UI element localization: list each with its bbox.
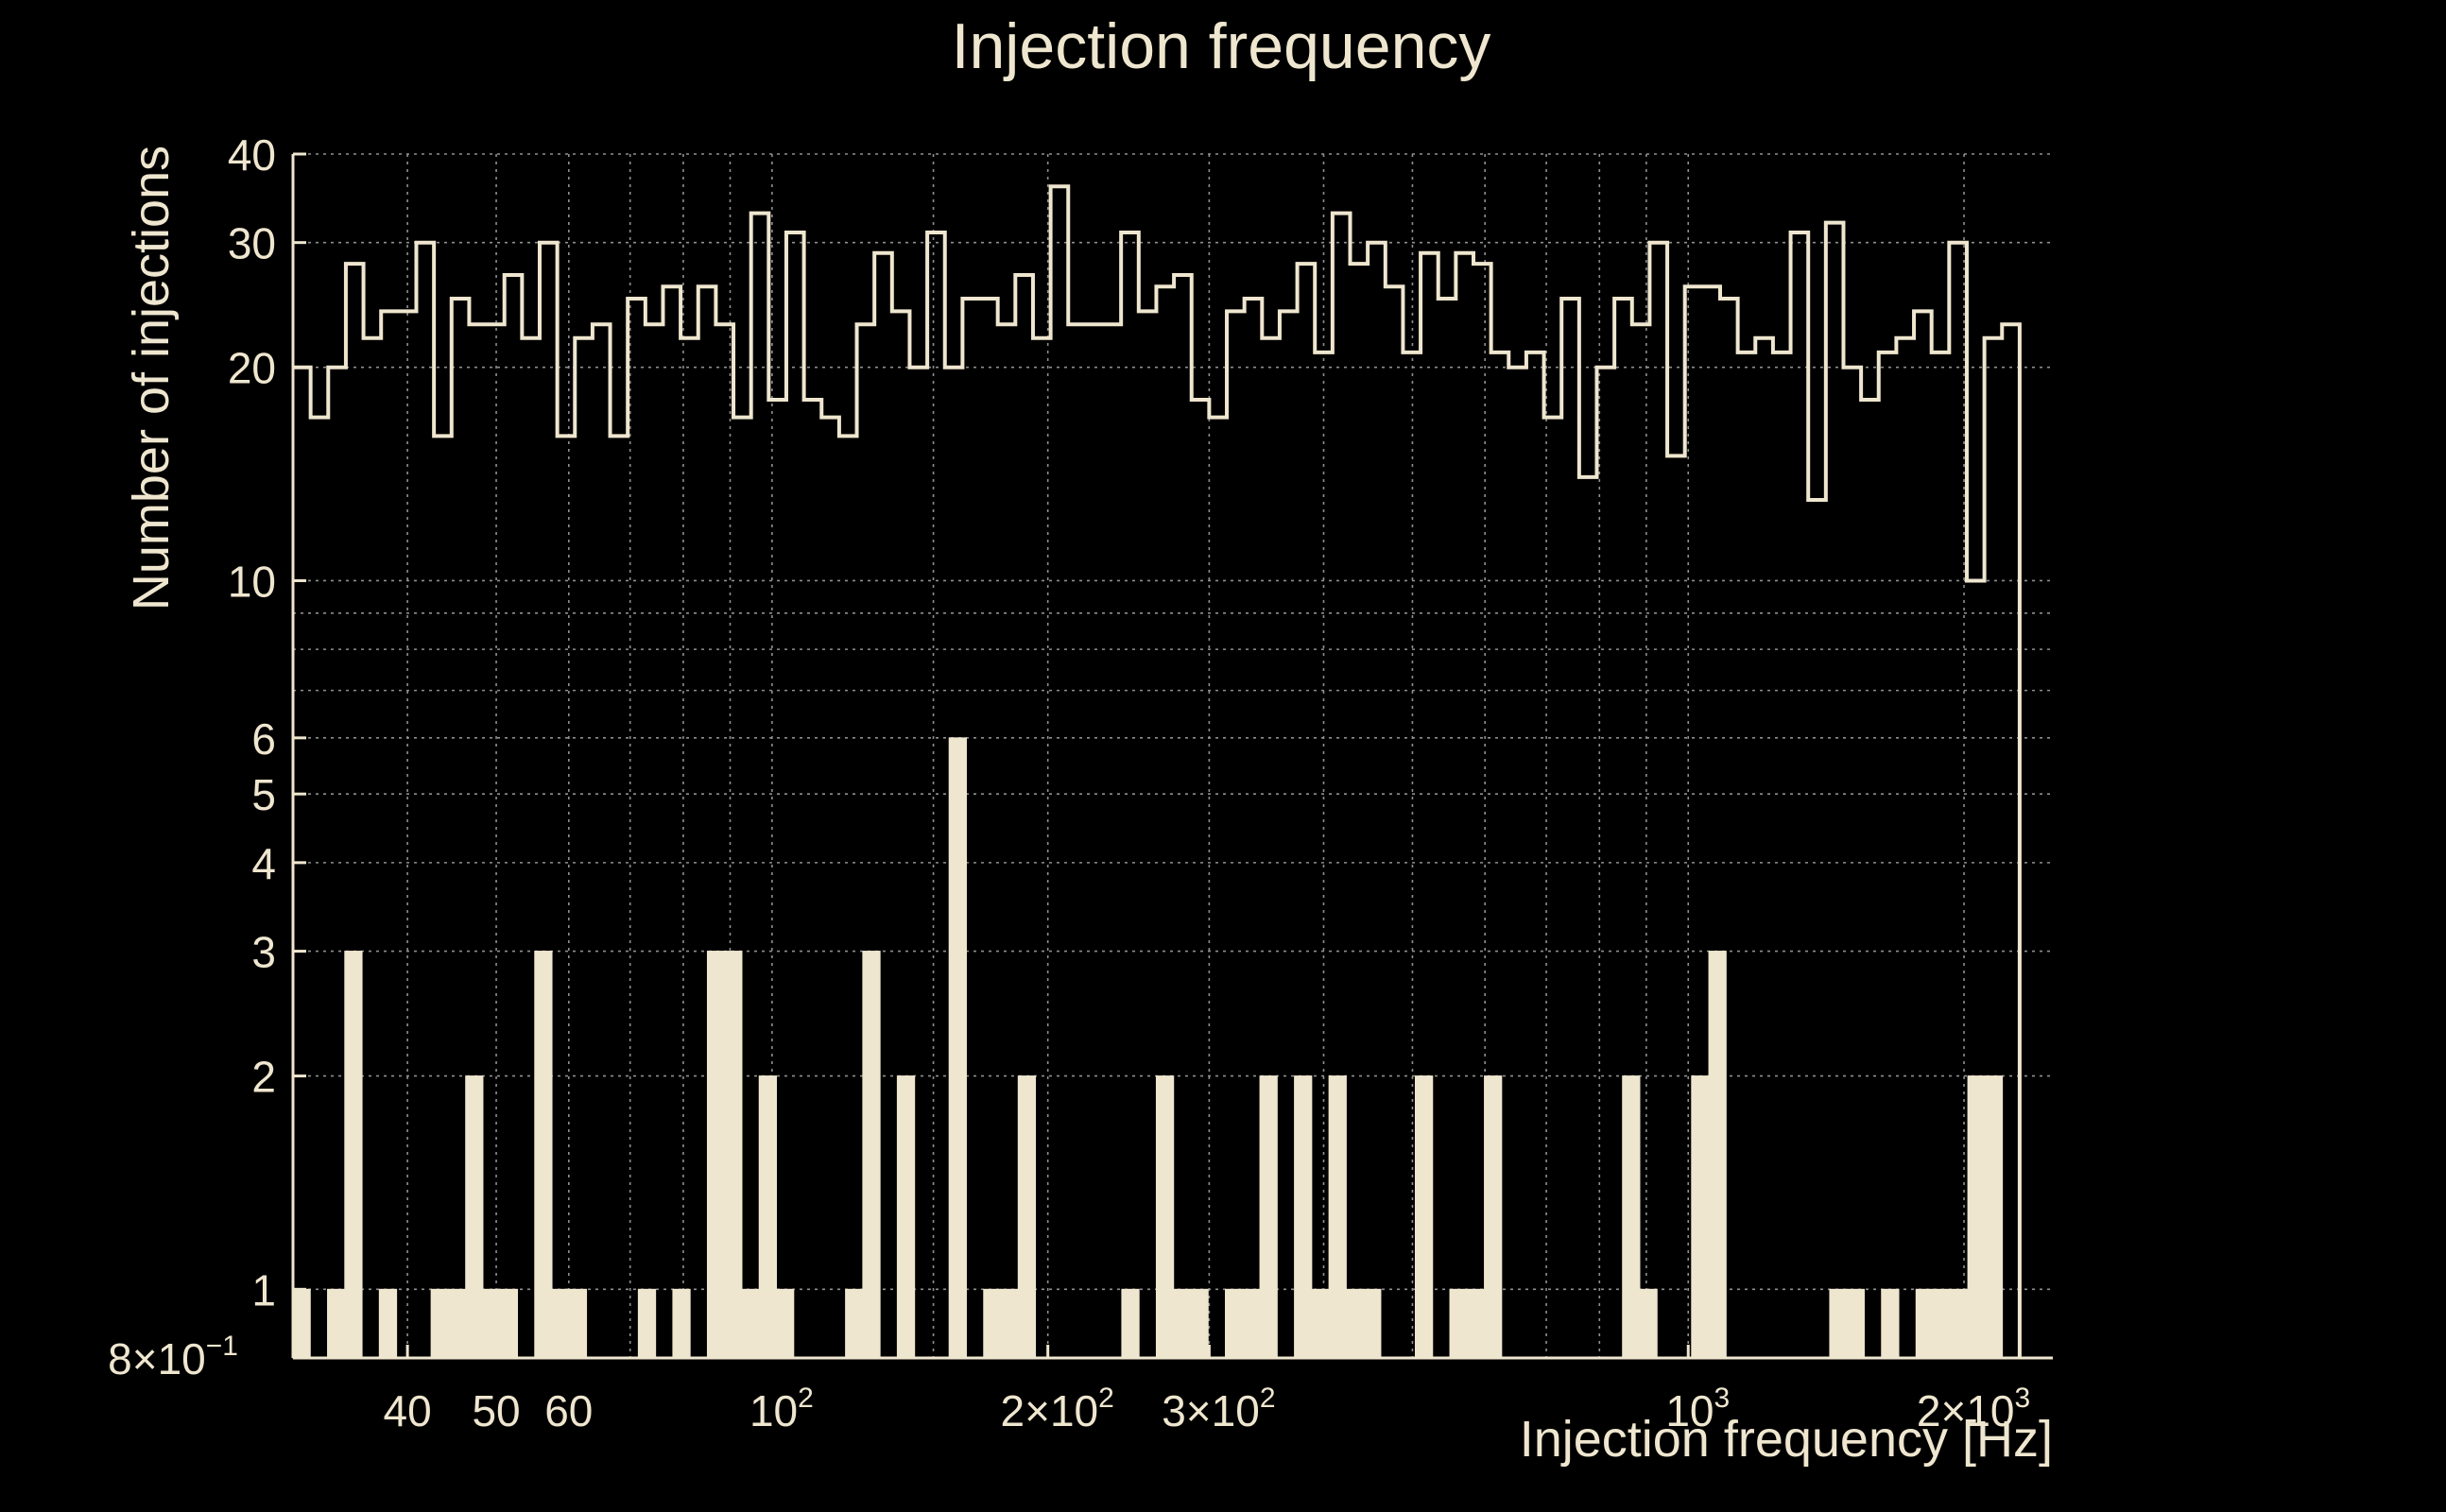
found-injection-bar bbox=[1915, 1288, 1935, 1359]
y-tick-label: 30 bbox=[228, 219, 276, 268]
y-tick-label: 5 bbox=[251, 770, 276, 819]
x-tick-label: 3×102 bbox=[1162, 1383, 1275, 1435]
found-injection-bar bbox=[1311, 1288, 1330, 1359]
found-injection-bar bbox=[637, 1288, 657, 1359]
found-injection-bar bbox=[1622, 1075, 1641, 1359]
found-injection-bar bbox=[465, 1075, 484, 1359]
found-injection-bar bbox=[948, 737, 967, 1359]
y-tick-label: 3 bbox=[251, 928, 276, 977]
found-injection-bar bbox=[1173, 1288, 1192, 1359]
found-injection-bar bbox=[1328, 1075, 1347, 1359]
y-tick-label: 6 bbox=[251, 714, 276, 764]
found-injection-bar bbox=[1708, 951, 1727, 1359]
y-tick-label: 1 bbox=[251, 1265, 276, 1314]
axes-frame bbox=[291, 154, 2053, 1360]
found-injection-bar bbox=[1984, 1075, 2004, 1359]
y-axis-label: Number of injections bbox=[123, 146, 180, 610]
found-injection-bar bbox=[983, 1288, 1002, 1359]
y-tick-label: 4 bbox=[251, 839, 276, 888]
found-injection-bar bbox=[1155, 1075, 1175, 1359]
y-tick-label: 10 bbox=[228, 557, 276, 606]
x-tick-label: 2×102 bbox=[1001, 1383, 1114, 1435]
found-injection-bar bbox=[724, 951, 743, 1359]
found-injection-bar bbox=[1639, 1288, 1658, 1359]
found-injection-bar bbox=[1345, 1288, 1365, 1359]
x-tick-label: 60 bbox=[544, 1386, 593, 1435]
found-injection-bar bbox=[1000, 1288, 1019, 1359]
found-injection-bar bbox=[896, 1075, 916, 1359]
found-injection-bar bbox=[1691, 1075, 1710, 1359]
found-injection-bar bbox=[1933, 1288, 1952, 1359]
found-injection-bar bbox=[344, 951, 363, 1359]
x-axis-label: Injection frequency [Hz] bbox=[1520, 1411, 2053, 1468]
y-tick-label: 8×10−1 bbox=[108, 1331, 238, 1383]
found-injection-bar bbox=[776, 1288, 795, 1359]
found-injection-bar bbox=[447, 1288, 467, 1359]
found-injection-bar bbox=[1414, 1075, 1434, 1359]
found-injection-bar bbox=[327, 1288, 346, 1359]
y-tick-label: 20 bbox=[228, 344, 276, 393]
found-injection-bar bbox=[1484, 1075, 1503, 1359]
x-axis-ticks: 40 50 60 102 2×102 3×102 103 2×103 bbox=[384, 1345, 2030, 1435]
found-injection-bar bbox=[551, 1288, 570, 1359]
y-tick-label: 2 bbox=[251, 1053, 276, 1102]
found-injection-bar bbox=[1121, 1288, 1140, 1359]
found-injection-bar bbox=[1225, 1288, 1244, 1359]
found-injection-bar bbox=[1466, 1288, 1486, 1359]
x-tick-label: 2×103 bbox=[1917, 1383, 2030, 1435]
found-injection-bar bbox=[1294, 1075, 1313, 1359]
x-tick-label: 50 bbox=[472, 1386, 520, 1435]
found-injection-bar bbox=[1881, 1288, 1900, 1359]
y-tick-label: 40 bbox=[228, 130, 276, 180]
found-injection-bar bbox=[292, 1288, 311, 1359]
found-injection-bar bbox=[672, 1288, 691, 1359]
found-injection-bar bbox=[1017, 1075, 1037, 1359]
found-injection-bar bbox=[1363, 1288, 1382, 1359]
x-tick-label: 40 bbox=[384, 1386, 432, 1435]
found-injection-bar bbox=[1449, 1288, 1468, 1359]
found-injection-bar bbox=[1967, 1075, 1986, 1359]
found-injection-bar bbox=[378, 1288, 398, 1359]
found-injection-bar bbox=[706, 951, 726, 1359]
found-injection-bar bbox=[1829, 1288, 1848, 1359]
found-injection-bar bbox=[534, 951, 553, 1359]
found-injection-bar bbox=[1259, 1075, 1278, 1359]
found-injections-series bbox=[292, 737, 2004, 1359]
all-injections-series bbox=[293, 184, 2022, 1358]
found-injection-bar bbox=[758, 1075, 778, 1359]
found-injection-bar bbox=[568, 1288, 588, 1359]
found-injection-bar bbox=[845, 1288, 864, 1359]
y-axis-ticks: 8×10−1 1 2 3 4 5 6 10 20 30 40 bbox=[108, 130, 306, 1383]
found-injection-bar bbox=[499, 1288, 518, 1359]
x-tick-label: 103 bbox=[1665, 1383, 1730, 1435]
all-injections-step-line bbox=[293, 184, 2022, 1358]
found-injection-bar bbox=[430, 1288, 449, 1359]
x-tick-label: 102 bbox=[749, 1383, 814, 1435]
found-injection-bar bbox=[741, 1288, 760, 1359]
chart-title: Injection frequency bbox=[952, 10, 1491, 82]
found-injection-bar bbox=[1190, 1288, 1209, 1359]
found-injection-bar bbox=[1242, 1288, 1261, 1359]
found-injection-bar bbox=[1846, 1288, 1865, 1359]
found-injection-bar bbox=[862, 951, 881, 1359]
